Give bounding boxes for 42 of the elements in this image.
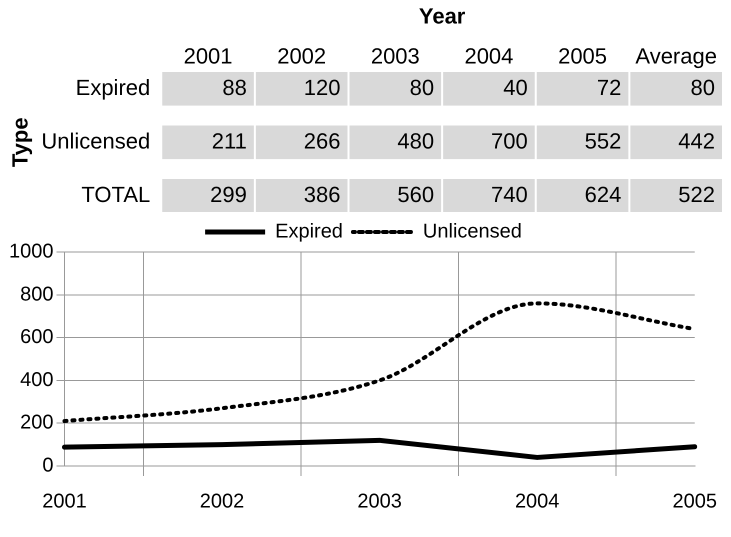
- x-tick-label: 2001: [42, 490, 87, 513]
- data-label: 80: [410, 74, 434, 100]
- legend-label: Unlicensed: [422, 220, 522, 243]
- x-tick-label: 2002: [200, 490, 244, 513]
- y-tick-label: TOTAL: [81, 182, 150, 207]
- y-tick-label: 400: [20, 368, 54, 391]
- x-tick-label: 2003: [370, 44, 420, 69]
- x-tick-label: 2005: [672, 490, 718, 513]
- x-tick-label: 2002: [277, 44, 326, 69]
- data-label: 552: [584, 128, 622, 154]
- data-label: 624: [584, 182, 622, 207]
- data-label: 72: [596, 74, 622, 100]
- y-tick-label: 1000: [8, 240, 54, 263]
- data-label: 700: [491, 128, 528, 154]
- data-label: 88: [222, 74, 247, 100]
- y-tick-label: Expired: [76, 74, 150, 100]
- data-label: 386: [304, 182, 340, 207]
- y-tick-label: 600: [20, 326, 54, 348]
- data-label: 522: [678, 182, 715, 207]
- data-label: 480: [397, 128, 434, 154]
- data-label: 299: [210, 182, 247, 207]
- data-label: 740: [491, 182, 528, 207]
- x-tick-label: Average: [635, 44, 717, 69]
- x-tick-label: 2001: [184, 44, 233, 69]
- x-tick-label: 2003: [357, 490, 402, 513]
- data-label: 560: [397, 182, 434, 207]
- data-label: 211: [212, 128, 247, 154]
- data-label: 266: [304, 128, 340, 154]
- data-label: 40: [503, 74, 528, 100]
- y-tick-label: 200: [20, 412, 54, 434]
- data-label: 120: [304, 74, 340, 100]
- y-tick-label: 0: [42, 454, 54, 477]
- x-tick-label: 2004: [514, 490, 560, 513]
- x-tick-label: 2005: [558, 44, 608, 69]
- data-label: 442: [678, 128, 715, 154]
- data-label: 80: [690, 74, 715, 100]
- x-axis-title: Year: [418, 3, 466, 28]
- y-axis-title: Type: [7, 117, 32, 168]
- y-tick-label: Unlicensed: [41, 128, 150, 154]
- y-tick-label: 800: [20, 283, 54, 306]
- x-tick-label: 2004: [464, 44, 514, 69]
- legend-label: Expired: [275, 220, 343, 243]
